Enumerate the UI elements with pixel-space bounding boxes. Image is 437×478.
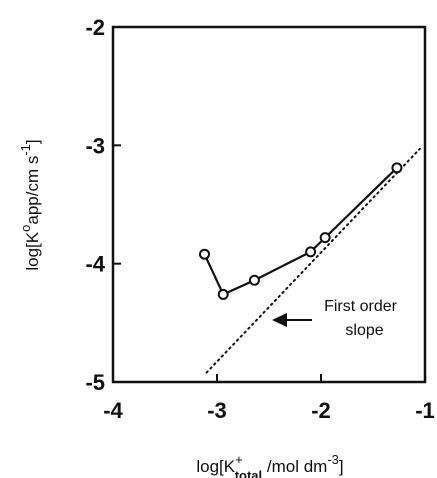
series-layer [199, 147, 421, 374]
x-axis-label: log[K+ total /mol dm-3] [196, 452, 343, 478]
x-tick-label: -4 [103, 398, 123, 423]
y-axis-label: log[Koapp/cm s-1] [18, 139, 42, 270]
data-point [248, 274, 260, 286]
plot-frame [111, 25, 427, 384]
data-point [305, 246, 317, 258]
data-point [217, 288, 229, 300]
annotation-text-line1: First order [324, 298, 398, 315]
y-tick-label: -4 [85, 252, 105, 277]
axis-ticks [112, 26, 426, 383]
arrow-icon [272, 313, 312, 327]
y-tick-label: -3 [85, 133, 105, 158]
x-tick-label: -3 [207, 398, 227, 423]
x-tick-label: -2 [311, 398, 331, 423]
annotation-text-line2: slope [345, 322, 383, 339]
annotation: First order slope [272, 298, 398, 339]
y-tick-label: -2 [85, 15, 105, 40]
y-tick-label: -5 [85, 370, 105, 395]
series-data-line [203, 167, 398, 296]
tick-labels: -4 -3 -2 -1 -5 -4 -3 -2 [85, 15, 434, 423]
x-tick-label: -1 [415, 398, 435, 423]
data-point [391, 162, 403, 174]
series-first-order-slope-line [205, 147, 421, 374]
data-point [199, 248, 211, 260]
data-point [319, 232, 331, 244]
